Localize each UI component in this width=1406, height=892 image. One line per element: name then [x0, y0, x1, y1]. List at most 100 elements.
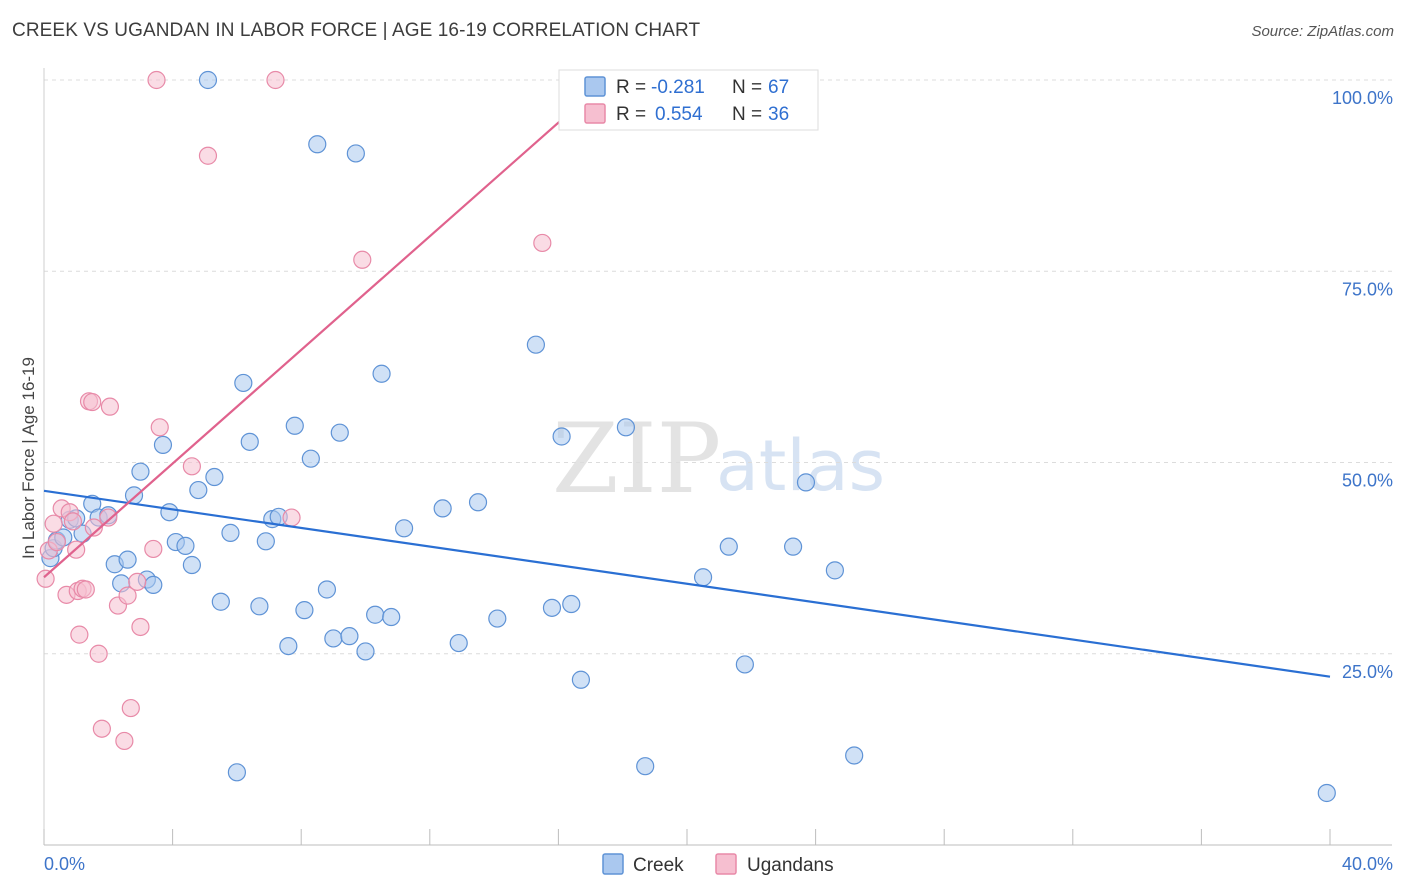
ugandans-point-21: [115, 731, 134, 751]
trend-lines: [43, 79, 1331, 678]
creek-point-24: [205, 467, 224, 487]
creek-point-21: [182, 555, 201, 575]
creek-point-42: [340, 627, 359, 646]
creek-point-14: [131, 462, 150, 481]
x-tick-label-1: 40.0%: [1342, 854, 1393, 874]
y-tick-label-2: 75.0%: [1342, 279, 1393, 299]
creek-point-29: [240, 432, 259, 451]
creek-point-23: [198, 70, 218, 90]
creek-point-51: [468, 493, 488, 512]
creek-point-67: [1317, 783, 1336, 803]
watermark-atlas: atlas: [716, 425, 885, 507]
ugandans-point-29: [182, 457, 201, 476]
axes: [43, 68, 1392, 846]
creek-point-40: [324, 629, 343, 648]
legend-r-value-ugandans: 0.554: [655, 104, 703, 125]
creek-point-16: [144, 575, 163, 595]
ugandans-point-12: [76, 580, 95, 599]
legend-r-value-creek: -0.281: [651, 77, 705, 98]
ugandans-point-16: [89, 644, 108, 663]
creek-point-37: [301, 449, 320, 468]
y-axis-label: In Labor Force | Age 16-19: [19, 357, 38, 559]
ugandans-point-26: [144, 539, 163, 559]
bottom-swatch-creek: [602, 853, 624, 875]
correlation-legend: R = -0.281 N = 67 R = 0.554 N = 36: [558, 69, 819, 131]
ugandans-point-2: [44, 514, 63, 533]
creek-point-38: [308, 135, 327, 154]
x-tick-label-0: 0.0%: [44, 854, 85, 874]
legend-n-label-1: N =: [732, 77, 762, 98]
ugandans-point-22: [118, 586, 137, 605]
ugandans-points: [36, 70, 552, 751]
creek-point-27: [227, 763, 246, 782]
legend-r-label-1: R =: [616, 77, 646, 98]
creek-point-41: [330, 423, 349, 442]
y-tick-label-1: 50.0%: [1342, 471, 1393, 491]
ugandans-point-23: [121, 698, 140, 718]
tick-labels: 25.0% 50.0% 75.0% 100.0% 0.0% 40.0%: [44, 88, 1393, 874]
ugandans-point-15: [84, 518, 103, 537]
creek-point-53: [526, 335, 545, 354]
legend-n-value-creek: 67: [768, 77, 789, 98]
creek-point-35: [285, 416, 304, 435]
creek-points: [41, 70, 1336, 803]
ugandans-point-34: [533, 233, 552, 253]
creek-point-62: [735, 655, 754, 674]
ugandans-point-0: [36, 569, 55, 588]
creek-point-63: [783, 537, 803, 556]
bottom-legend-ugandans: Ugandans: [747, 855, 834, 876]
creek-trend-line: [43, 489, 1331, 678]
creek-point-56: [562, 594, 581, 614]
bottom-legend-creek: Creek: [633, 855, 684, 876]
legend-r-label-2: R =: [616, 104, 646, 125]
chart-title: CREEK VS UGANDAN IN LABOR FORCE | AGE 16…: [12, 20, 701, 41]
creek-point-61: [719, 537, 738, 556]
ugandans-point-24: [128, 572, 147, 591]
ugandans-point-17: [92, 719, 111, 738]
creek-point-54: [542, 598, 562, 617]
creek-point-18: [160, 503, 179, 522]
creek-point-52: [488, 609, 507, 628]
creek-point-26: [221, 523, 240, 542]
creek-point-20: [176, 536, 195, 555]
legend-swatch-creek: [584, 76, 606, 97]
creek-point-60: [693, 568, 713, 587]
watermark-zip: ZIP: [552, 403, 721, 515]
gridlines: [44, 79, 1392, 655]
ugandans-point-28: [147, 70, 166, 90]
creek-point-59: [636, 757, 655, 776]
ugandans-point-30: [198, 146, 218, 165]
creek-point-47: [382, 607, 401, 627]
ugandans-point-3: [47, 532, 66, 552]
creek-point-36: [295, 601, 314, 620]
creek-point-28: [234, 373, 253, 393]
legend-n-value-ugandans: 36: [768, 104, 789, 125]
creek-point-66: [845, 746, 864, 765]
y-tick-label-3: 100.0%: [1332, 88, 1393, 108]
creek-point-13: [124, 486, 144, 505]
legend-swatch-ugandans: [584, 103, 606, 124]
creek-point-12: [118, 550, 137, 569]
legend-n-label-2: N =: [732, 104, 762, 125]
creek-point-44: [356, 642, 375, 661]
creek-point-49: [433, 499, 452, 518]
creek-point-31: [256, 532, 275, 551]
creek-point-57: [571, 670, 591, 689]
ugandans-point-31: [266, 70, 285, 90]
ugandans-point-14: [83, 392, 102, 412]
creek-point-39: [317, 580, 337, 599]
creek-point-43: [346, 144, 365, 163]
ugandans-point-10: [70, 625, 89, 644]
creek-point-17: [153, 435, 173, 455]
creek-point-46: [372, 364, 391, 383]
ugandans-trend-line: [43, 79, 608, 579]
creek-point-34: [279, 636, 298, 656]
creek-point-22: [189, 480, 208, 500]
creek-point-50: [449, 633, 468, 653]
ugandans-point-27: [150, 418, 169, 437]
creek-point-64: [796, 473, 816, 492]
creek-point-25: [211, 592, 230, 611]
ugandans-point-18: [99, 508, 118, 527]
creek-point-48: [394, 519, 414, 538]
ugandans-point-32: [282, 508, 301, 527]
